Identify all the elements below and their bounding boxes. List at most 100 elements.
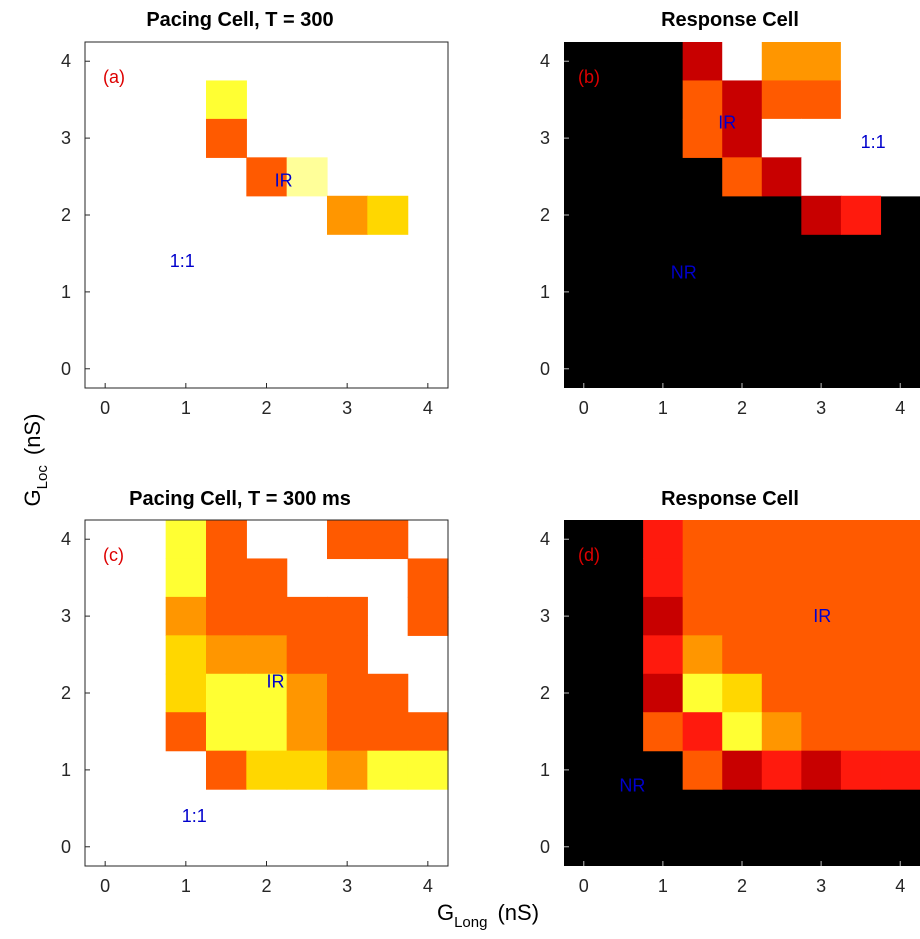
y-tick-label: 0 [61, 837, 71, 857]
panel-a-region-labels: IR 1:1 [170, 170, 293, 271]
x-tick-label: 1 [658, 398, 668, 418]
region-label: NR [671, 263, 697, 283]
heatmap-cell [840, 118, 882, 158]
heatmap-cell [206, 673, 247, 713]
heatmap-cell [801, 157, 842, 197]
heatmap-cell [682, 42, 723, 82]
heatmap-cell [880, 118, 920, 158]
y-tick-label: 1 [540, 760, 550, 780]
heatmap-cell [246, 712, 288, 752]
x-tick-label: 2 [261, 398, 271, 418]
svg-text:GLong(nS): GLong (nS) [437, 900, 539, 931]
heatmap-cell [327, 596, 368, 636]
heatmap-cell [880, 635, 920, 675]
y-tick-label: 3 [61, 606, 71, 626]
x-axis-label: GLong (nS) [437, 900, 539, 931]
heatmap-cell [682, 750, 723, 790]
heatmap-cell [206, 635, 247, 675]
heatmap-cell [722, 118, 763, 158]
heatmap-cell [761, 42, 802, 82]
heatmap-cell [722, 157, 763, 197]
heatmap-cell [286, 157, 328, 197]
heatmap-cell [761, 118, 802, 158]
heatmap-cell [722, 558, 763, 598]
heatmap-cell [682, 635, 723, 675]
panel-a-ticks: 0 1 2 3 4 0 1 2 3 4 [61, 41, 449, 418]
heatmap-cell [246, 558, 288, 598]
heatmap-cell [840, 712, 882, 752]
heatmap-cell [286, 750, 328, 790]
region-label: IR [267, 671, 285, 691]
region-label: IR [813, 606, 831, 626]
y-tick-label: 4 [540, 51, 550, 71]
panel-d-tag: (d) [578, 545, 600, 565]
heatmap-cell [643, 673, 684, 713]
heatmap-cell [367, 673, 409, 713]
x-tick-label: 2 [737, 398, 747, 418]
x-tick-label: 1 [181, 398, 191, 418]
heatmap-cell [801, 750, 842, 790]
panel-b-cells [564, 42, 920, 388]
heatmap-cell [643, 635, 684, 675]
heatmap-cell [246, 635, 288, 675]
x-axis-label-unit: (nS) [497, 900, 539, 925]
heatmap-cell [801, 673, 842, 713]
y-axis-label-main: G [20, 489, 45, 506]
y-axis-label-sub: Loc [34, 465, 51, 490]
region-label: IR [275, 170, 293, 190]
panel-c-region-labels: IR 1:1 [182, 671, 285, 826]
x-tick-label: 3 [816, 398, 826, 418]
heatmap-cell [880, 750, 920, 790]
panel-b-title: Response Cell [661, 9, 799, 31]
panel-c-title: Pacing Cell, T = 300 ms [129, 488, 351, 510]
heatmap-cell [801, 520, 842, 560]
heatmap-cell [682, 80, 723, 120]
heatmap-cell [761, 520, 802, 560]
heatmap-cell [206, 80, 247, 120]
heatmap-cell [840, 596, 882, 636]
heatmap-cell [840, 157, 882, 197]
heatmap-cell [761, 157, 802, 197]
panel-d-cells [564, 520, 920, 866]
y-tick-label: 2 [61, 683, 71, 703]
x-tick-label: 4 [895, 398, 905, 418]
y-tick-label: 1 [61, 282, 71, 302]
panel-a-tag: (a) [103, 67, 125, 87]
heatmap-cell [840, 42, 882, 82]
heatmap-cell [722, 673, 763, 713]
heatmap-cell [761, 558, 802, 598]
panel-a-title: Pacing Cell, T = 300 [146, 9, 333, 31]
heatmap-cell [682, 673, 723, 713]
heatmap-cell [722, 42, 763, 82]
heatmap-cell [801, 712, 842, 752]
heatmap-cell [206, 712, 247, 752]
x-tick-label: 3 [816, 876, 826, 896]
heatmap-cell [206, 118, 247, 158]
svg-text:GLoc(nS): GLoc (nS) [20, 414, 51, 507]
heatmap-cell [722, 520, 763, 560]
heatmap-cell [761, 673, 802, 713]
heatmap-cell [327, 673, 368, 713]
y-tick-label: 1 [540, 282, 550, 302]
region-label: 1:1 [170, 251, 195, 271]
x-tick-label: 0 [100, 876, 110, 896]
y-tick-label: 3 [61, 128, 71, 148]
heatmap-cell [722, 80, 763, 120]
heatmap-cell [165, 520, 207, 560]
heatmap-cell [407, 712, 449, 752]
heatmap-cell [407, 596, 449, 636]
x-tick-label: 4 [423, 398, 433, 418]
region-label: NR [619, 775, 645, 795]
heatmap-cell [367, 520, 409, 560]
heatmap-cell [643, 712, 684, 752]
region-label: IR [718, 113, 736, 133]
panel-c: Pacing Cell, T = 300 ms 0 1 2 3 4 0 1 2 3 4 (c) I… [61, 488, 449, 896]
heatmap-cell [682, 712, 723, 752]
y-tick-label: 2 [540, 205, 550, 225]
panel-d-region-labels: IR NR [619, 606, 831, 795]
heatmap-cell [206, 558, 247, 598]
heatmap-cell [801, 635, 842, 675]
heatmap-cell [880, 42, 920, 82]
heatmap-cell [643, 558, 684, 598]
heatmap-cell [880, 596, 920, 636]
